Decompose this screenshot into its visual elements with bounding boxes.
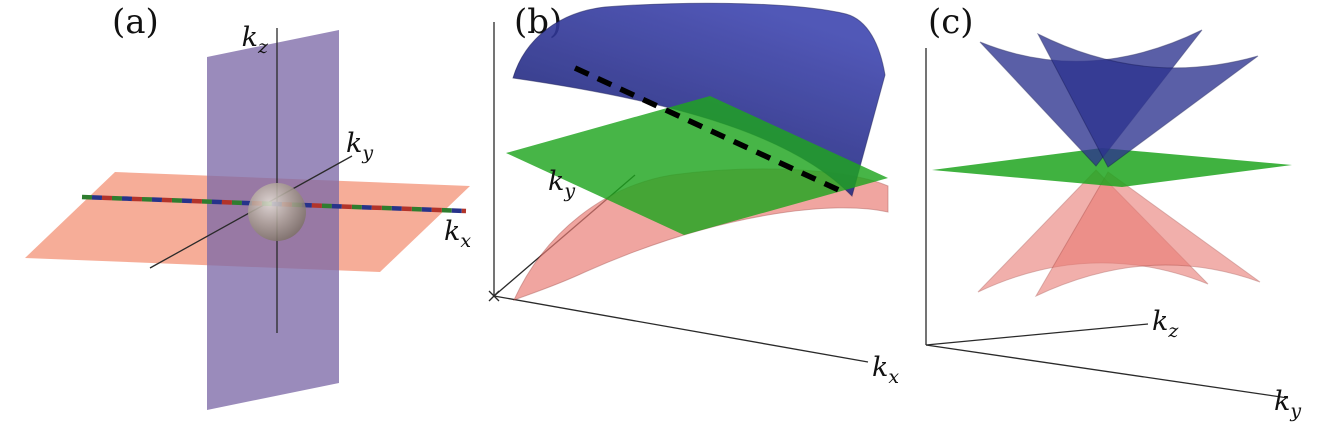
flat-band-plane-c <box>932 148 1292 187</box>
panel-c-label: (c) <box>928 2 974 42</box>
origin-mark-b <box>488 290 500 302</box>
ky-axis-label-a: ky <box>346 128 373 164</box>
nodal-dash-green <box>81 194 467 214</box>
nodal-dash-red <box>81 194 467 214</box>
panel-b: (b) ky kx <box>488 2 899 388</box>
upper-cone-right-c <box>1036 32 1259 168</box>
panel-a-label: (a) <box>112 2 159 42</box>
ky-axis-line-c <box>925 344 1289 399</box>
ky-axis-label-b: ky <box>548 166 575 202</box>
kx-axis-line-b <box>493 295 869 363</box>
panel-a: (a) kz ky <box>25 2 471 410</box>
kz-axis-label-a: kz <box>242 22 269 58</box>
kz-axis-label-c: kz <box>1152 306 1179 342</box>
kz-axis-line-c <box>925 323 1149 346</box>
lower-cone-right-c <box>1034 171 1261 298</box>
flat-band-plane-b <box>506 96 888 235</box>
ky-axis-label-c: ky <box>1274 386 1301 422</box>
kx-axis-label-a: kx <box>444 216 471 252</box>
kx-axis-label-b: kx <box>872 352 899 388</box>
panel-c: (c) kz ky <box>925 2 1301 422</box>
origin-sphere <box>248 183 306 241</box>
